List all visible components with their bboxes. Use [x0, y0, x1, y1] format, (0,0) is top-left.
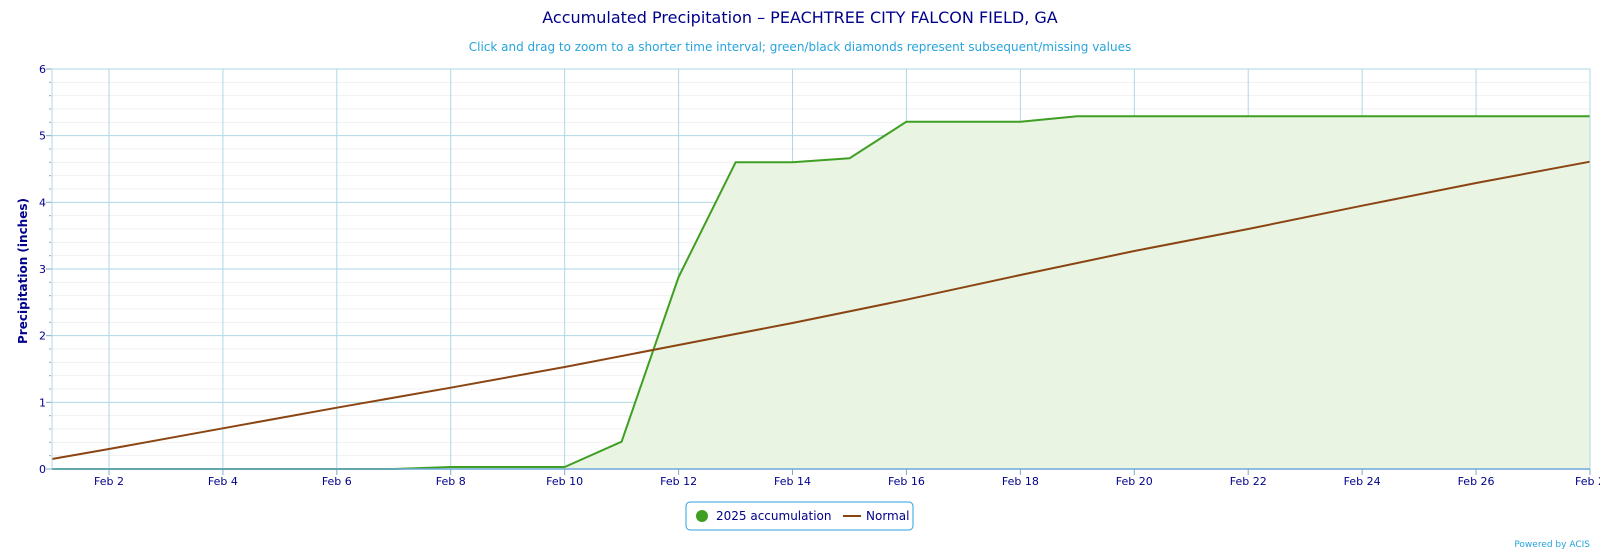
legend-2025-label: 2025 accumulation — [716, 509, 831, 523]
credit-link[interactable]: Powered by ACIS — [1514, 540, 1590, 550]
data-point-2025-accumulation[interactable] — [676, 274, 682, 280]
y-tick-label: 5 — [39, 130, 46, 143]
data-point-2025-accumulation[interactable] — [847, 155, 853, 161]
series-area-2025-accumulation — [52, 116, 1590, 470]
data-point-2025-accumulation[interactable] — [1530, 113, 1536, 119]
chart-subtitle: Click and drag to zoom to a shorter time… — [469, 40, 1131, 54]
x-tick-label: Feb 24 — [1344, 475, 1381, 488]
data-point-2025-accumulation[interactable] — [1245, 113, 1251, 119]
data-point-normal[interactable] — [790, 320, 796, 326]
x-tick-label: Feb 16 — [888, 475, 925, 488]
y-tick-labels: 0 1 2 3 4 5 6 — [39, 63, 46, 476]
legend-normal-label: Normal — [866, 509, 909, 523]
data-point-normal[interactable] — [903, 297, 909, 303]
data-point-2025-accumulation[interactable] — [1017, 119, 1023, 125]
axes-layer — [51, 68, 1591, 470]
legend: 2025 accumulation Normal — [685, 501, 914, 531]
y-axis-label: Precipitation (inches) — [16, 198, 30, 344]
x-tick-label: Feb 4 — [208, 475, 238, 488]
x-tick-label: Feb 26 — [1458, 475, 1495, 488]
data-point-2025-accumulation[interactable] — [903, 119, 909, 125]
data-point-2025-accumulation[interactable] — [1074, 113, 1080, 119]
data-point-2025-accumulation[interactable] — [1131, 113, 1137, 119]
data-point-normal[interactable] — [448, 385, 454, 391]
x-tick-label: Feb 12 — [660, 475, 697, 488]
data-point-2025-accumulation[interactable] — [790, 159, 796, 165]
y-tick-label: 2 — [39, 330, 46, 343]
y-tick-label: 6 — [39, 63, 46, 76]
data-point-normal[interactable] — [106, 446, 112, 452]
x-tick-label: Feb 8 — [436, 475, 466, 488]
y-tick-label: 0 — [39, 463, 46, 476]
y-tick-label: 3 — [39, 263, 46, 276]
chart-title: Accumulated Precipitation – PEACHTREE CI… — [542, 8, 1058, 27]
data-point-2025-accumulation[interactable] — [1473, 113, 1479, 119]
legend-item-normal[interactable]: Normal — [843, 509, 909, 523]
data-point-2025-accumulation[interactable] — [960, 119, 966, 125]
x-tick-label: Feb 6 — [322, 475, 352, 488]
data-point-2025-accumulation[interactable] — [733, 159, 739, 165]
data-point-normal[interactable] — [562, 364, 568, 370]
x-tick-label: Feb 22 — [1230, 475, 1267, 488]
data-point-normal[interactable] — [1131, 248, 1137, 254]
data-point-2025-accumulation[interactable] — [619, 439, 625, 445]
x-tick-label: Feb 18 — [1002, 475, 1039, 488]
legend-item-2025-accumulation[interactable]: 2025 accumulation — [696, 509, 831, 523]
y-tick-label: 1 — [39, 396, 46, 409]
data-point-normal[interactable] — [1359, 203, 1365, 209]
data-point-2025-accumulation[interactable] — [1302, 113, 1308, 119]
data-point-2025-accumulation[interactable] — [1188, 113, 1194, 119]
data-point-normal[interactable] — [1473, 180, 1479, 186]
x-tick-label: Feb 10 — [546, 475, 583, 488]
data-point-normal[interactable] — [1245, 226, 1251, 232]
data-point-2025-accumulation[interactable] — [1416, 113, 1422, 119]
x-tick-label: Feb 14 — [774, 475, 811, 488]
data-point-normal[interactable] — [1017, 272, 1023, 278]
series-line-normal[interactable] — [51, 160, 1591, 460]
x-tick-labels: Feb 2 Feb 4 Feb 6 Feb 8 Feb 10 Feb 12 Feb 14 Fe… — [94, 475, 1600, 488]
data-point-normal[interactable] — [676, 342, 682, 348]
y-tick-label: 4 — [39, 196, 46, 209]
data-point-normal[interactable] — [334, 405, 340, 411]
data-point-normal[interactable] — [220, 425, 226, 431]
x-tick-label: Feb 2 — [94, 475, 124, 488]
legend-box — [685, 501, 914, 531]
legend-2025-marker — [696, 510, 708, 522]
x-tick-label: Feb 20 — [1116, 475, 1153, 488]
data-point-2025-accumulation[interactable] — [1359, 113, 1365, 119]
x-tick-label: Feb 2 — [1575, 475, 1600, 488]
